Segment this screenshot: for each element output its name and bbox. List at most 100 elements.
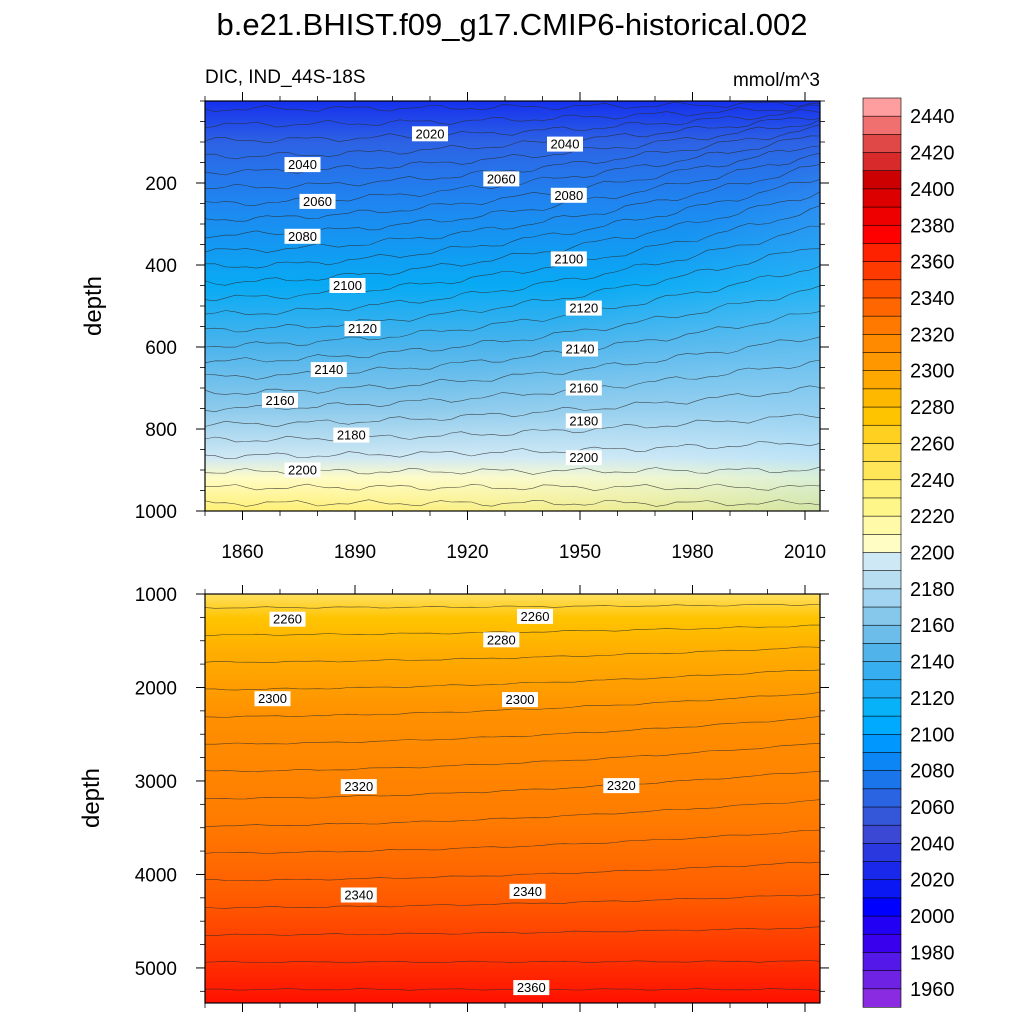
contour-label-box bbox=[329, 278, 366, 293]
contour-label-text: 2180 bbox=[569, 413, 598, 428]
colorbar-box bbox=[862, 697, 902, 717]
contour-label-box bbox=[254, 691, 291, 707]
colorbar-label: 2200 bbox=[910, 543, 955, 565]
contour-label-text: 2280 bbox=[487, 632, 516, 647]
contour-line bbox=[205, 893, 820, 909]
colorbar-box bbox=[862, 261, 902, 281]
colorbar-box bbox=[862, 570, 902, 590]
colorbar-box bbox=[862, 152, 902, 172]
colorbar-label: 2300 bbox=[910, 361, 955, 383]
bottom-contour-labels: 2260 2260 2280 2300 2300 2320 2320 2340 2340 2360 bbox=[254, 608, 640, 996]
contour-label: 2140 bbox=[310, 362, 347, 378]
colorbar-box bbox=[862, 334, 902, 354]
colorbar-box bbox=[862, 988, 902, 1008]
contour-label-text: 2200 bbox=[569, 450, 598, 465]
colorbar-box bbox=[862, 406, 902, 426]
colorbar-label: 2440 bbox=[910, 106, 955, 128]
contour-label: 2320 bbox=[340, 779, 377, 795]
colorbar-box bbox=[862, 788, 902, 808]
colorbar-box bbox=[862, 915, 902, 935]
contour-label-box bbox=[333, 427, 370, 443]
colorbar-label: 2240 bbox=[910, 470, 955, 492]
contour-label-text: 2320 bbox=[607, 778, 636, 793]
contour-label: 2100 bbox=[329, 278, 366, 293]
colorbar-box bbox=[862, 770, 902, 790]
figure-title: b.e21.BHIST.f09_g17.CMIP6-historical.002 bbox=[216, 7, 807, 42]
colorbar-label: 2360 bbox=[910, 252, 955, 274]
contour-label-box bbox=[550, 187, 587, 203]
contour-label-text: 2340 bbox=[344, 888, 373, 903]
contour-line bbox=[205, 646, 820, 664]
colorbar-box bbox=[862, 824, 902, 844]
contour-label-text: 2360 bbox=[517, 980, 546, 995]
y-tick-label: 4000 bbox=[135, 865, 177, 886]
contour-label-box bbox=[340, 887, 377, 903]
contour-line bbox=[205, 285, 820, 364]
contour-label-box bbox=[483, 632, 520, 648]
y-tick-label: 400 bbox=[145, 256, 177, 277]
contour-line bbox=[205, 926, 820, 936]
colorbar-box bbox=[862, 861, 902, 881]
colorbar-box bbox=[862, 315, 902, 335]
colorbar-label: 2100 bbox=[910, 724, 955, 746]
contour-line bbox=[205, 191, 820, 286]
contour-label: 2200 bbox=[565, 450, 602, 466]
colorbar-box bbox=[862, 388, 902, 408]
colorbar-label: 2380 bbox=[910, 215, 955, 237]
colorbar-box bbox=[862, 97, 902, 117]
x-tick-label: 1920 bbox=[446, 542, 488, 563]
contour-label: 2200 bbox=[284, 462, 321, 478]
contour-line bbox=[205, 124, 820, 190]
top-ticks: 1860 1890 1920 1950 1980 2010 200 400 600 800 1000 bbox=[135, 92, 829, 563]
contour-line bbox=[205, 669, 820, 691]
colorbar-box bbox=[862, 624, 902, 644]
contour-label: 2360 bbox=[513, 980, 550, 996]
colorbar-box bbox=[862, 733, 902, 754]
colorbar-box bbox=[862, 715, 902, 735]
contour-label-text: 2260 bbox=[273, 612, 302, 627]
contour-label: 2120 bbox=[565, 300, 602, 316]
contour-line bbox=[205, 205, 820, 302]
contour-label: 2040 bbox=[284, 157, 321, 173]
colorbar-box bbox=[862, 243, 902, 263]
contour-label-box bbox=[284, 462, 321, 478]
contour-line bbox=[205, 960, 820, 964]
contour-label-text: 2080 bbox=[288, 229, 317, 244]
colorbar-box bbox=[862, 461, 902, 481]
contour-line bbox=[205, 441, 820, 459]
contour-line bbox=[205, 483, 820, 492]
bottom-contour-lines bbox=[205, 604, 820, 991]
contour-line bbox=[205, 145, 820, 222]
contour-label: 2160 bbox=[262, 392, 298, 408]
colorbar-label: 2080 bbox=[910, 761, 955, 783]
bottom-ticks: 1000 2000 3000 4000 5000 bbox=[135, 585, 829, 1012]
bottom-panel: 2260 2260 2280 2300 2300 2320 2320 2340 2340 2360… bbox=[78, 585, 829, 1012]
contour-line bbox=[205, 179, 820, 269]
colorbar-box bbox=[862, 806, 902, 826]
contour-label-box bbox=[502, 692, 538, 708]
y-tick-label: 200 bbox=[145, 174, 177, 195]
colorbar-box bbox=[862, 970, 902, 990]
contour-label: 2300 bbox=[254, 691, 291, 707]
contour-label-box bbox=[565, 450, 602, 466]
colorbar-label: 2160 bbox=[910, 615, 955, 637]
colorbar-box bbox=[862, 297, 902, 317]
colorbar-label: 2320 bbox=[910, 324, 955, 346]
x-tick-label: 1980 bbox=[671, 542, 713, 563]
contour-label-text: 2200 bbox=[288, 463, 317, 478]
contour-label-text: 2160 bbox=[266, 393, 295, 408]
top-contour-labels: 2020 2040 2040 2060 2060 2080 2080 2100 2100 2120… bbox=[262, 126, 602, 478]
contour-label-text: 2060 bbox=[487, 171, 516, 186]
colorbar-box bbox=[862, 661, 902, 681]
contour-label-box bbox=[547, 136, 583, 152]
x-tick-label: 2010 bbox=[784, 542, 826, 563]
colorbar-label: 2220 bbox=[910, 506, 955, 528]
colorbar-label: 2060 bbox=[910, 797, 955, 819]
y-tick-label: 1000 bbox=[135, 585, 177, 606]
variable-label: DIC, IND_44S-18S bbox=[205, 67, 366, 88]
colorbar-box bbox=[862, 897, 902, 917]
colorbar-box bbox=[862, 115, 902, 135]
y-tick-label: 3000 bbox=[135, 772, 177, 793]
contour-label-text: 2160 bbox=[569, 381, 598, 396]
